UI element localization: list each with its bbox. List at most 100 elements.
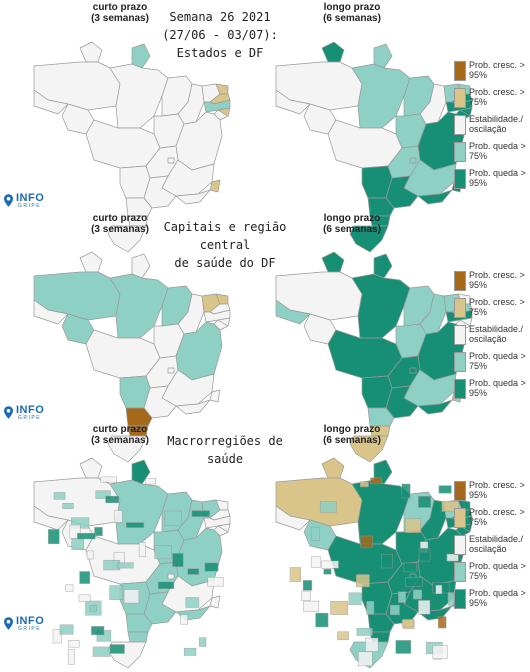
- macroregion-patch: [67, 649, 75, 665]
- short-term-label: curto prazo (3 semanas): [60, 2, 180, 24]
- macroregion-patch: [381, 553, 393, 569]
- macroregion-patch: [69, 524, 81, 539]
- macroregion-patch: [319, 501, 337, 513]
- map-capitals-long-term: [270, 246, 480, 466]
- logo-text: INFO: [16, 615, 45, 627]
- legend-swatch: [454, 589, 466, 609]
- macroregion-patch: [71, 538, 84, 550]
- state-region: [321, 457, 345, 479]
- macroregion-patch: [437, 616, 447, 629]
- state-region: [131, 459, 151, 485]
- macroregion-patch: [412, 589, 423, 600]
- macroregion-patch: [303, 600, 319, 613]
- legend-label: Prob. cresc. > 75%: [469, 297, 525, 317]
- state-region: [175, 399, 211, 415]
- macroregion-patch: [62, 503, 74, 509]
- legend-swatch: [454, 325, 466, 345]
- state-region: [33, 299, 69, 325]
- state-region: [107, 225, 147, 253]
- state-region: [33, 89, 69, 115]
- state-region: [131, 43, 151, 69]
- legend-label: Estabilidade./ oscilação: [469, 534, 524, 554]
- legend-label: Estabilidade./ oscilação: [469, 114, 524, 134]
- state-region: [143, 385, 177, 419]
- macroregion-patch: [113, 510, 123, 523]
- state-region: [367, 197, 395, 217]
- macroregion-patch: [301, 590, 311, 601]
- title-line-2: de saúde do DF: [174, 256, 276, 270]
- map-states-long-term: [270, 36, 480, 256]
- legend-label: Prob. queda > 95%: [469, 378, 526, 398]
- state-region: [167, 367, 175, 374]
- macroregion-patch: [77, 532, 96, 540]
- state-region: [107, 435, 147, 463]
- short-term-label: curto prazo (3 semanas): [60, 424, 180, 446]
- state-region: [125, 613, 153, 633]
- state-region: [417, 399, 453, 415]
- short-term-title: curto prazo: [92, 424, 148, 435]
- state-region: [351, 63, 411, 129]
- macroregion-patch: [59, 624, 74, 635]
- macroregion-patch: [183, 647, 197, 656]
- macroregion-patch: [198, 637, 207, 647]
- macroregion-patch: [187, 568, 200, 575]
- macroregion-patch: [302, 580, 313, 591]
- macroregion-patch: [116, 562, 134, 569]
- legend-swatch: [454, 271, 466, 291]
- state-region: [175, 189, 211, 205]
- short-term-title: curto prazo: [92, 2, 148, 13]
- short-term-label: curto prazo (3 semanas): [60, 213, 180, 235]
- legend-label: Prob. queda > 95%: [469, 168, 526, 188]
- state-region: [209, 179, 221, 193]
- macroregion-patch: [94, 527, 103, 536]
- state-region: [409, 157, 417, 164]
- state-region: [109, 273, 169, 339]
- macroregion-patch: [405, 577, 423, 587]
- location-pin-icon: [4, 406, 13, 419]
- state-region: [85, 119, 161, 169]
- legend-label: Prob. cresc. > 75%: [469, 87, 525, 107]
- title-line-3: Estados e DF: [176, 46, 264, 60]
- title-line-2: (27/06 - 03/07):: [162, 28, 278, 42]
- legend-label: Prob. cresc. > 95%: [469, 270, 525, 290]
- legend-label: Prob. queda > 75%: [469, 141, 526, 161]
- logo-subtext: GRIPE: [18, 203, 42, 209]
- panel-title: Capitais e região central de saúde do DF: [150, 218, 300, 272]
- legend-label: Prob. cresc. > 95%: [469, 60, 525, 80]
- legend-label: Prob. cresc. > 75%: [469, 507, 525, 527]
- macroregion-patch: [311, 556, 321, 568]
- macroregion-patch: [401, 619, 415, 628]
- legend-swatch: [454, 379, 466, 399]
- location-pin-icon: [4, 194, 13, 207]
- state-region: [79, 251, 103, 273]
- macroregion-patch: [418, 495, 432, 508]
- panel-states: curto prazo (3 semanas) Semana 26 2021 (…: [0, 0, 530, 253]
- panel-macroregions: curto prazo (3 semanas) Macrorregiões de…: [0, 424, 530, 669]
- macroregion-patch: [164, 510, 182, 526]
- macroregion-patch: [53, 492, 66, 500]
- macroregion-patch: [204, 562, 219, 572]
- state-region: [209, 389, 221, 403]
- macroregion-patch: [404, 518, 421, 533]
- title-line-1: Semana 26 2021: [169, 10, 271, 24]
- legend-swatch: [454, 352, 466, 372]
- short-term-subtitle: (3 semanas): [91, 435, 149, 446]
- long-term-title: longo prazo: [323, 424, 381, 435]
- panel-capitals: curto prazo (3 semanas) Capitais e regiã…: [0, 212, 530, 463]
- state-region: [385, 591, 419, 625]
- macroregion-patch: [435, 584, 443, 595]
- panel-title: Macrorregiões de saúde: [150, 432, 300, 468]
- macroregion-patch: [355, 574, 370, 588]
- macroregion-patch: [172, 553, 184, 567]
- legend-swatch: [454, 298, 466, 318]
- state-region: [417, 189, 453, 205]
- legend-label: Prob. queda > 95%: [469, 588, 526, 608]
- macroregion-patch: [365, 637, 379, 652]
- macroregion-patch: [125, 522, 145, 528]
- macroregion-patch: [360, 535, 373, 548]
- macroregion-patch: [78, 594, 91, 602]
- state-region: [167, 573, 175, 580]
- state-region: [143, 175, 177, 209]
- state-region: [373, 43, 393, 69]
- legend-swatch: [454, 508, 466, 528]
